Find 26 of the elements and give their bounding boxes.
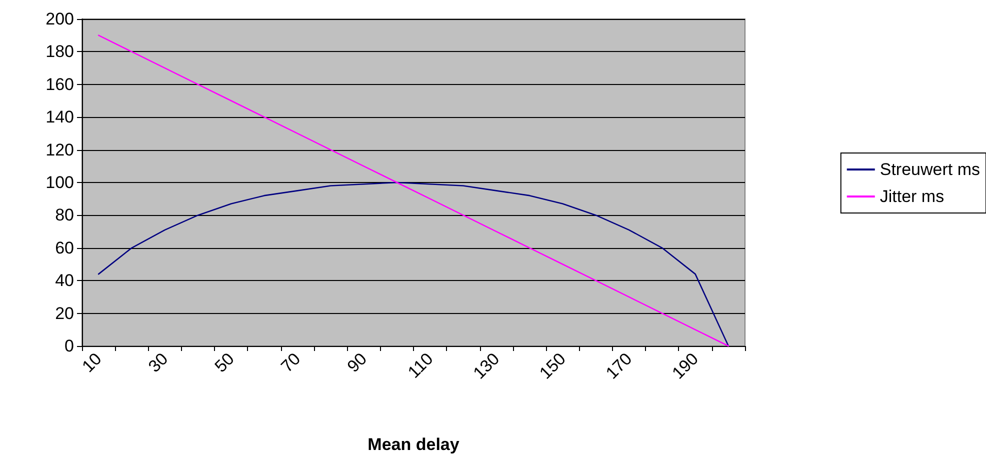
- x-tick-label: 130: [470, 349, 504, 383]
- y-tick-label: 100: [46, 173, 74, 192]
- y-tick-label: 160: [46, 74, 74, 94]
- y-tick-label: 20: [55, 304, 74, 323]
- x-tick-label: 150: [536, 349, 570, 383]
- y-tick-label: 180: [46, 42, 74, 62]
- x-tick-label: 70: [277, 349, 304, 376]
- line-series: [98, 182, 730, 347]
- x-tick-label: 190: [668, 349, 702, 383]
- x-tick-label: 110: [404, 349, 437, 382]
- x-tick-label: 90: [344, 349, 370, 376]
- y-tick-label: 80: [55, 206, 74, 225]
- y-tick-label: 200: [46, 10, 74, 28]
- y-tick-label: 0: [64, 336, 74, 356]
- y-tick-label: 140: [46, 108, 74, 127]
- y-tick-label: 40: [55, 271, 74, 290]
- x-tick-label: 10: [78, 349, 106, 376]
- x-axis-title: Mean delay: [368, 435, 460, 454]
- legend-label: Streuwert ms: [880, 160, 980, 179]
- x-tick-label: 50: [211, 349, 238, 376]
- y-tick-label: 60: [55, 238, 74, 258]
- y-tick-label: 120: [46, 140, 74, 160]
- x-tick-label: 170: [602, 349, 636, 383]
- x-tick-label: 30: [144, 349, 172, 376]
- line-series: [98, 34, 730, 347]
- legend-label: Jitter ms: [880, 187, 944, 206]
